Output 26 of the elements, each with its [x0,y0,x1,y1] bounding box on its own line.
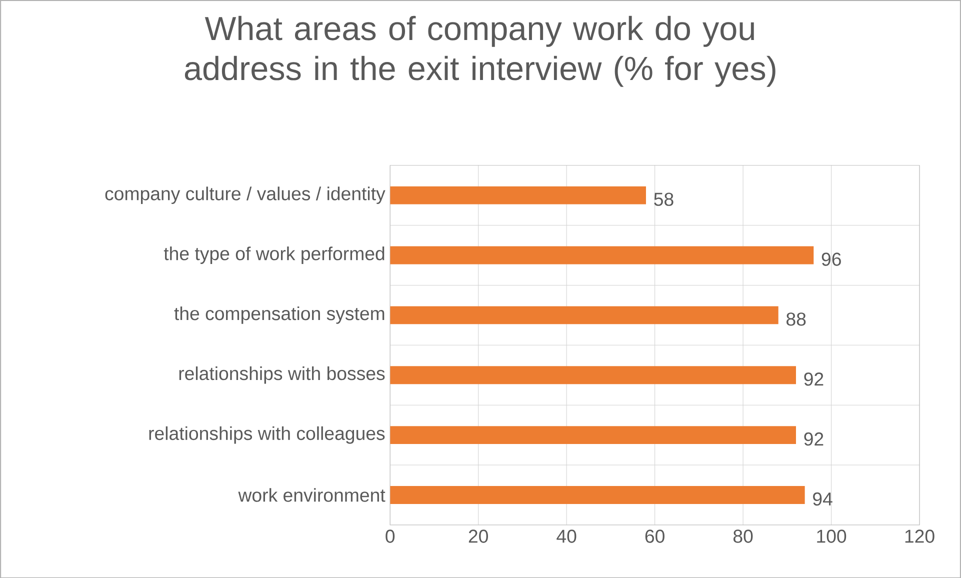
bar [390,366,796,384]
bar [390,186,646,204]
y-tick-label: company culture / values / identity [105,186,386,204]
bar [390,306,778,324]
bar [390,426,796,444]
y-tick-label: relationships with colleagues [149,426,385,444]
x-tick-label: 60 [645,529,664,543]
y-tick-label: work environment [238,488,386,502]
data-label: 58 [654,192,674,206]
x-tick-label: 80 [733,529,753,543]
data-label: 92 [804,432,824,446]
bar [390,246,814,264]
data-label: 88 [786,312,806,326]
bar [390,486,805,504]
y-tick-label: relationships with bosses [179,366,385,384]
x-tick-label: 40 [556,529,576,543]
x-tick-label: 120 [905,529,934,543]
x-tick-label: 100 [817,529,846,543]
data-label: 92 [804,372,824,386]
data-label: 94 [813,492,832,506]
y-tick-label: the compensation system [174,306,384,324]
x-tick-label: 20 [468,529,488,543]
x-tick-label: 0 [386,529,395,543]
y-tick-label: the type of work performed [164,246,384,264]
chart-title: What areas of company work do you address in the exit interview (% for yes) [184,16,776,87]
data-label: 96 [822,252,841,266]
